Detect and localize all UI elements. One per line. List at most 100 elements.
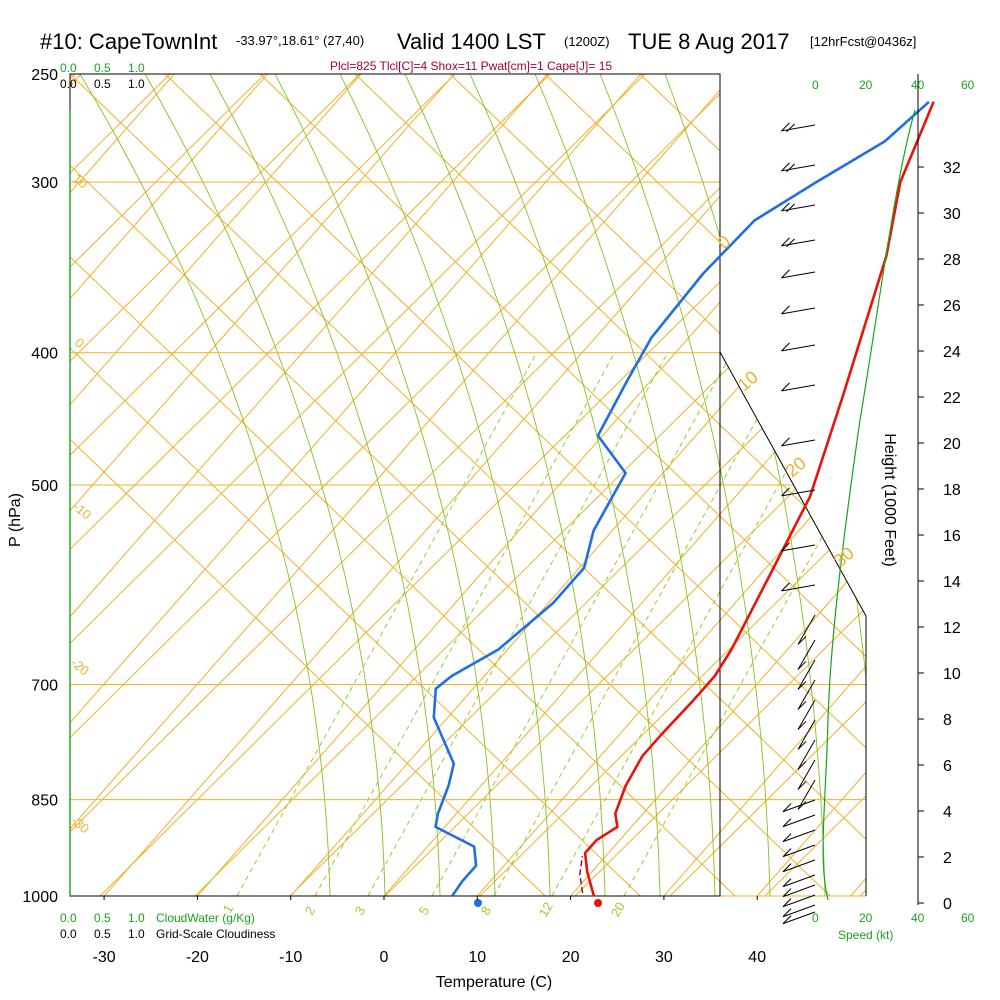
dry-adiabat [164, 74, 866, 896]
wind-barb [782, 844, 816, 858]
speed-top-tick-1: 20 [859, 78, 873, 92]
wind-barb-flag [786, 163, 795, 173]
mixing-ratio-line [314, 351, 616, 896]
moist-adiabat [404, 74, 606, 896]
mixing-ratio-line [551, 351, 853, 896]
dry-adiabat [194, 74, 866, 896]
moist-adiabat [534, 74, 716, 896]
surface-temperature [594, 899, 602, 907]
wind-barb-flag [782, 818, 792, 827]
wind-barb-flag [797, 661, 807, 670]
zulu-time: (1200Z) [564, 34, 610, 49]
moist-adiabat [144, 74, 386, 896]
cloudwater-tick-0: 0.0 [60, 61, 77, 75]
pressure-tick-1000: 1000 [22, 889, 58, 906]
height-tick-20: 20 [943, 436, 961, 453]
pressure-tick-400: 400 [31, 346, 58, 363]
moist-adiabat [209, 74, 441, 896]
cloudiness-bottom-tick-1: 0.5 [94, 927, 111, 941]
height-tick-14: 14 [943, 574, 961, 591]
moist-adiabat [79, 74, 331, 896]
height-tick-22: 22 [943, 390, 961, 407]
wind-barb-flag [797, 781, 807, 790]
mixing-ratio-line [623, 351, 866, 896]
height-tick-2: 2 [943, 850, 952, 867]
moist-adiabat [469, 74, 661, 896]
temperature-axis: -30 -20 -10 0 10 20 30 40 [93, 896, 766, 966]
forecast-run: [12hrFcst@0436z] [810, 34, 916, 49]
dry-adiabat [70, 74, 561, 896]
mixing-ratio-line [431, 351, 733, 896]
y-axis-title: P (hPa) [7, 493, 24, 547]
parcel-path [579, 856, 584, 894]
wind-barb [781, 584, 816, 592]
wind-barb-flag [782, 803, 792, 812]
height-axis-title: Height (1000 Feet) [881, 433, 898, 566]
theta-label-0: 0 [72, 335, 87, 351]
wind-speed-line [822, 109, 916, 901]
theta-label-m20: -20 [68, 655, 92, 679]
wind-barb [781, 204, 816, 212]
wind-barb-flag [797, 701, 807, 710]
dry-adiabat [70, 74, 861, 896]
mixing-ratio-line [367, 351, 669, 896]
wind-barb-flag [782, 888, 792, 897]
dry-adiabat [70, 74, 276, 896]
temperature-tick--20: -20 [186, 949, 209, 966]
dry-adiabat [829, 74, 866, 896]
cloudwater-tick-2: 1.0 [128, 61, 145, 75]
hodo-panel-boundary [719, 351, 867, 896]
mixing-label-12: 12 [536, 899, 556, 919]
isobar-lines [70, 73, 866, 897]
wind-barb-flag [797, 741, 807, 750]
isotherm-label-0: 0 [714, 231, 735, 253]
cloudwater-bottom-tick-2: 1.0 [128, 911, 145, 925]
mixing-ratio-lines [236, 351, 866, 896]
cloudiness-bottom-tick-0: 0.0 [60, 927, 77, 941]
speed-axis-label: Speed (kt) [838, 928, 893, 942]
pressure-tick-850: 850 [31, 793, 58, 810]
wind-barb-flag [797, 721, 807, 730]
wind-barb [782, 894, 816, 908]
isotherm-line [663, 74, 866, 896]
wind-barb [781, 544, 816, 552]
wind-barb [797, 679, 816, 710]
moist-adiabat [339, 74, 551, 896]
series-temperature [583, 101, 935, 897]
wind-barb [781, 489, 816, 497]
wind-barb-flag [797, 801, 807, 810]
wind-barb [797, 659, 816, 690]
wind-barb [781, 307, 816, 315]
wind-barb-flag [797, 761, 807, 770]
wind-barb [797, 759, 816, 790]
isotherm-line [70, 74, 362, 896]
wind-barb [781, 271, 816, 279]
isotherm-label-30: 30 [830, 543, 858, 571]
cloudiness-tick-1: 0.5 [94, 77, 111, 91]
wind-barb [797, 699, 816, 730]
dry-adiabat [70, 74, 866, 896]
dry-adiabat [70, 74, 751, 896]
wind-barb [797, 719, 816, 750]
cloudwater-label: CloudWater (g/Kg) [156, 911, 255, 925]
moist-adiabat [599, 74, 771, 896]
dry-adiabat [99, 74, 866, 896]
mixing-label-5: 5 [416, 904, 433, 918]
height-tick-18: 18 [943, 482, 961, 499]
temperature-tick-30: 30 [655, 949, 673, 966]
dry-adiabat [70, 74, 866, 896]
wind-barb [782, 814, 816, 828]
moist-adiabat [274, 74, 496, 896]
series-dewpoint [432, 100, 930, 897]
dry-adiabat [70, 74, 766, 896]
dry-adiabat [925, 74, 1000, 1000]
station-title: #10: CapeTownInt [40, 29, 217, 54]
wind-barb-flag [782, 898, 792, 907]
wind-barb [781, 124, 816, 132]
mixing-label-20: 20 [608, 899, 628, 919]
wind-barb-flag [786, 123, 795, 133]
speed-bottom-tick-2: 40 [911, 911, 925, 925]
wind-barb [782, 874, 816, 888]
